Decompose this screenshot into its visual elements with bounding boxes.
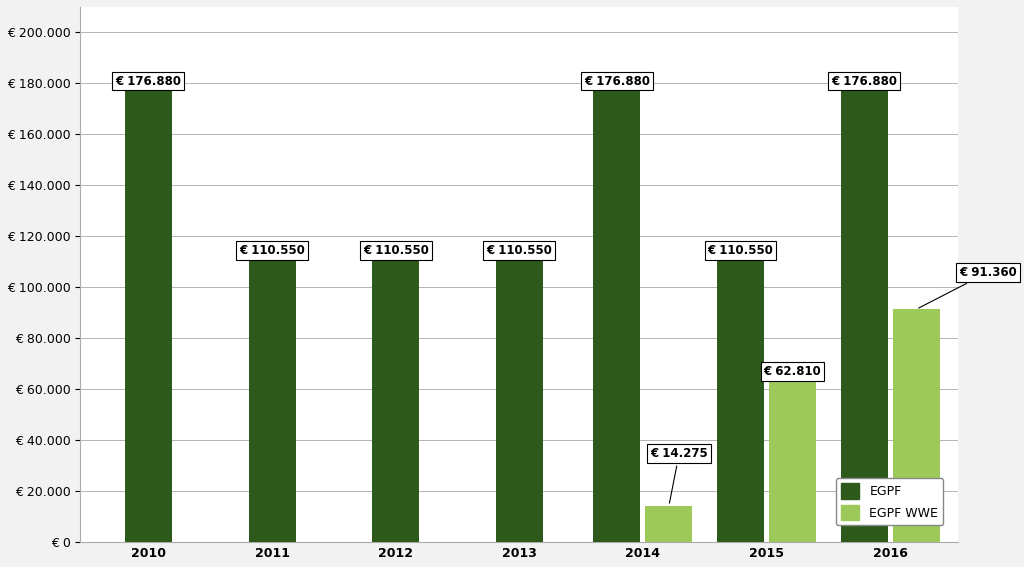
Legend: EGPF, EGPF WWE: EGPF, EGPF WWE [836, 479, 943, 525]
Text: € 110.550: € 110.550 [240, 244, 305, 257]
Bar [769, 382, 816, 542]
Text: € 110.550: € 110.550 [486, 244, 552, 257]
Bar [125, 91, 172, 542]
Text: € 62.810: € 62.810 [764, 365, 821, 378]
Bar [594, 91, 640, 542]
Text: € 176.880: € 176.880 [831, 74, 897, 87]
Bar [372, 260, 419, 542]
Bar [841, 91, 888, 542]
Text: € 91.360: € 91.360 [919, 266, 1017, 308]
Bar [645, 506, 692, 542]
Text: € 14.275: € 14.275 [650, 447, 709, 503]
Bar [717, 260, 764, 542]
Bar [249, 260, 296, 542]
Text: € 110.550: € 110.550 [362, 244, 429, 257]
Text: € 176.880: € 176.880 [584, 74, 650, 87]
Bar [893, 310, 940, 542]
Bar [496, 260, 543, 542]
Text: € 176.880: € 176.880 [116, 74, 181, 87]
Text: € 110.550: € 110.550 [708, 244, 773, 257]
